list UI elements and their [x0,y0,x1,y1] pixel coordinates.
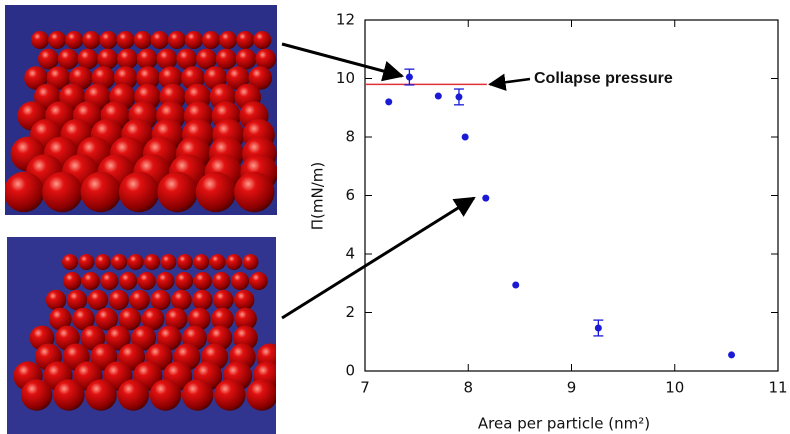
y-tick-label: 10 [336,69,355,87]
y-tick-label: 12 [336,11,355,29]
sphere [63,272,81,290]
sphere [62,254,78,270]
sphere [128,254,144,270]
sphere [31,31,49,49]
point [462,134,469,141]
point [482,195,489,202]
sphere [117,31,135,49]
figure: Area per particle (nm²) Π(mN/m) 7 8 9 10 11 0… [0,0,790,434]
sphere [212,272,230,290]
y-tick-label: 6 [345,186,355,204]
sphere [234,172,274,212]
sphere [171,290,191,310]
x-tick-label: 10 [665,379,684,397]
sphere [21,379,52,410]
sphere [214,379,245,410]
sphere [38,49,59,70]
sphere [160,254,176,270]
sphere [219,31,237,49]
sphere [156,272,174,290]
sphere [250,272,268,290]
sphere [78,254,94,270]
annotation: Collapse pressure [534,70,673,87]
y-tick-label: 4 [345,245,355,263]
sphere [177,254,193,270]
x-tick-label: 8 [463,379,473,397]
sphere [95,254,111,270]
sphere [182,379,213,410]
sphere [194,272,212,290]
sphere [150,379,181,410]
sphere [234,290,254,310]
sphere [4,172,44,212]
sphere [48,31,66,49]
sphere [157,49,178,70]
sphere [196,49,217,70]
point [385,98,392,105]
sphere [134,31,152,49]
sphere [117,49,138,70]
sphere [111,254,127,270]
sphere [231,272,249,290]
point [595,325,602,332]
sphere [144,254,160,270]
sphere [202,31,220,49]
sphere [53,379,84,410]
point [728,351,735,358]
sphere [46,290,66,310]
sphere [85,379,116,410]
sphere [100,272,118,290]
sphere [42,172,82,212]
sphere [150,290,170,310]
sphere [213,290,233,310]
point [512,282,519,289]
x-tick-label: 11 [768,379,787,397]
sphere [67,290,87,310]
point [406,74,413,81]
sphere [119,172,159,212]
sphere [157,172,197,212]
sphere [236,31,254,49]
x-tick-label: 7 [360,379,370,397]
point [435,93,442,100]
sphere [196,172,236,212]
sphere [151,31,169,49]
sphere [129,290,149,310]
sphere [192,290,212,310]
y-axis-label: Π(mN/m) [309,162,327,230]
sphere [242,254,258,270]
sphere [216,49,237,70]
sphere [99,31,117,49]
sphere [226,254,242,270]
sphere [65,31,83,49]
sphere [193,254,209,270]
y-tick-label: 8 [345,128,355,146]
arrow [490,79,530,84]
sphere [175,272,193,290]
sphere [185,31,203,49]
sphere-layer [4,31,278,212]
sphere [246,379,277,410]
y-tick-label: 2 [345,303,355,321]
sphere [82,31,100,49]
sphere [81,172,121,212]
x-tick-label: 9 [567,379,577,397]
x-axis-label: Area per particle (nm²) [478,415,650,433]
sphere [88,290,108,310]
sphere [97,49,118,70]
sphere [118,379,149,410]
sphere [119,272,137,290]
sphere [58,49,79,70]
point [455,93,462,100]
sphere [210,254,226,270]
sphere [138,272,156,290]
sphere [255,49,276,70]
sphere [168,31,186,49]
sphere [253,31,271,49]
sphere [82,272,100,290]
y-tick-label: 0 [345,362,355,380]
sphere [109,290,129,310]
